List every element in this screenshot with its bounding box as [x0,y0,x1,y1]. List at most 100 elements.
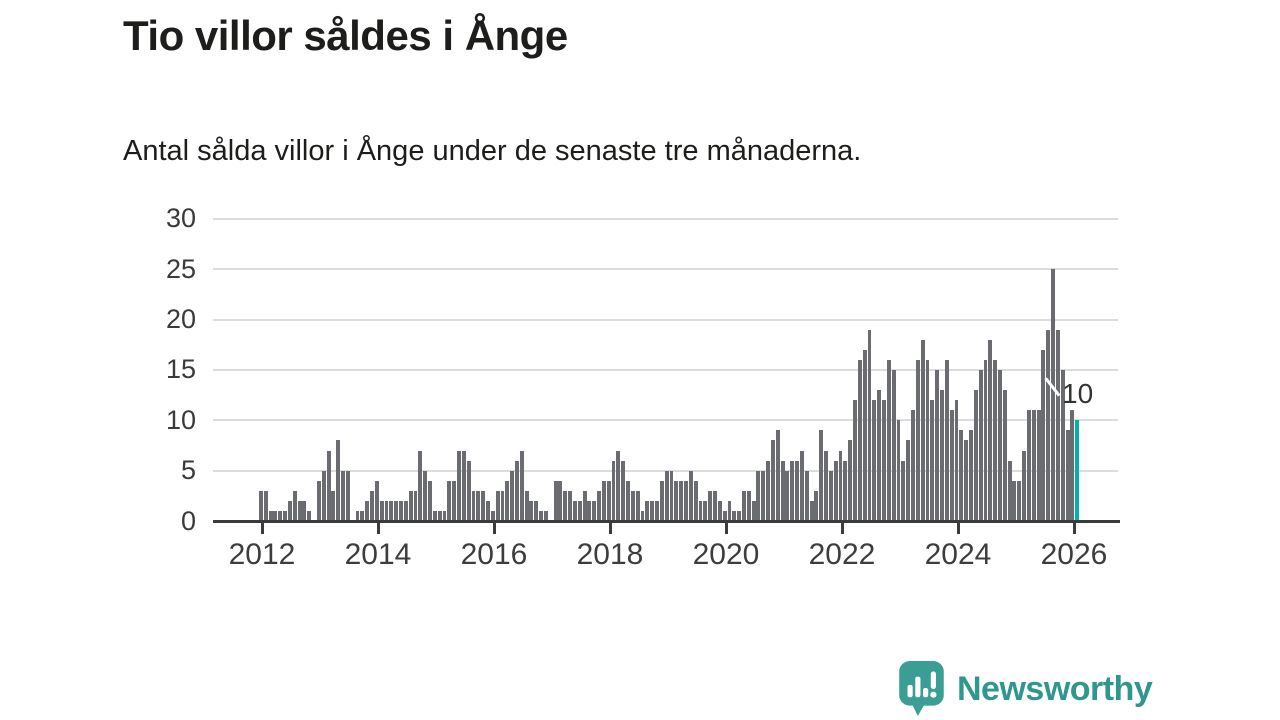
bar [587,500,592,521]
bar [645,500,650,521]
bar [572,500,577,521]
bar [809,500,814,521]
bar [655,500,659,521]
bar [1041,349,1046,521]
bar [906,440,911,521]
bar [553,480,558,521]
bar [688,470,693,521]
bar [259,490,263,521]
bar [399,500,403,521]
bar [785,470,790,521]
bar [828,470,833,521]
bar [973,390,978,521]
bar [930,400,935,521]
bar [278,510,283,521]
bar [558,480,563,521]
bar [833,460,838,521]
bar [345,470,350,521]
bar [891,369,896,521]
bar [795,460,800,521]
bar [969,430,973,521]
y-tick-label: 0 [180,505,196,536]
bar [954,400,959,521]
x-tick-label: 2014 [344,538,412,571]
chart-subtitle: Antal sålda villor i Ånge under de senas… [123,135,862,167]
bar [693,480,698,521]
bar [886,359,891,521]
bar [582,490,587,521]
bar [940,390,944,521]
bar [862,349,867,521]
bar [761,470,766,521]
x-tick [724,522,728,534]
bar [389,500,394,521]
bar [722,510,727,521]
bar [452,480,457,521]
bar [1026,410,1031,521]
bar [775,430,780,521]
bar [838,450,843,521]
bar [978,369,983,521]
bar [669,470,674,521]
bar [717,500,722,521]
bar [1055,329,1060,521]
bar [819,430,824,521]
bar [766,460,771,521]
bar [457,450,461,521]
bar [1070,410,1075,521]
gridline [213,217,1118,220]
bar [770,440,775,521]
bar [268,510,273,521]
bar [1046,329,1051,521]
gridline [213,318,1118,321]
y-tick-label: 10 [165,404,196,435]
bar [442,510,447,521]
bar [824,450,828,521]
chart-title: Tio villor såldes i Ånge [123,12,568,59]
bar [341,470,345,521]
bar [336,440,341,521]
bar [577,500,582,521]
bar [664,470,669,521]
y-tick-label: 30 [165,203,196,234]
bar [742,490,746,521]
bar [418,450,423,521]
x-tick [956,522,960,534]
bar [316,480,321,521]
bar [790,460,795,521]
bar [500,490,505,521]
bar [746,490,751,521]
bar [568,490,572,521]
bar [1022,450,1027,521]
y-tick-label: 5 [180,455,196,486]
bar [283,510,288,521]
bar [983,359,988,521]
bar [287,500,292,521]
bar [635,490,640,521]
bar [877,390,882,521]
bar [799,450,804,521]
bar [331,490,336,521]
bar [1051,269,1055,521]
x-tick-label: 2016 [460,538,528,571]
bar [360,510,365,521]
bar [514,460,519,521]
x-tick-label: 2026 [1040,538,1108,571]
bar [756,470,761,521]
bar [616,450,621,521]
bar [708,490,713,521]
bar [920,339,925,521]
bar [370,490,374,521]
bar [307,510,312,521]
bar [539,510,544,521]
bar [630,490,635,521]
bar [751,500,756,521]
bar [964,440,969,521]
bar [601,480,606,521]
gridline [213,419,1118,422]
bar [505,480,510,521]
bar [428,480,432,521]
x-tick [492,522,496,534]
bar [780,460,785,521]
bar [679,480,684,521]
